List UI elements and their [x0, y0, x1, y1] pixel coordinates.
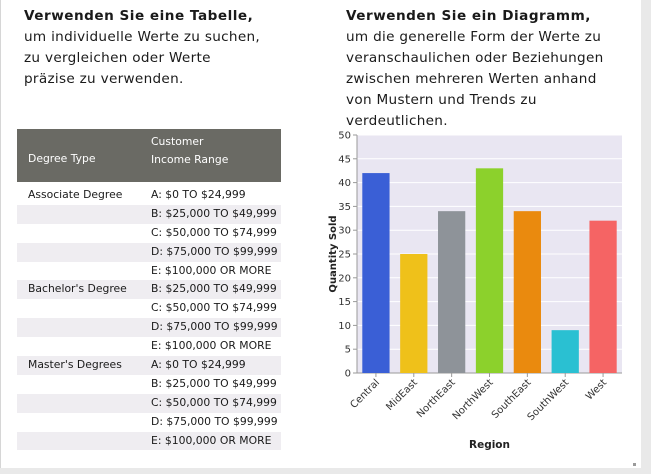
table-explanation: Verwenden Sie eine Tabelle, um individue… [24, 6, 314, 90]
income-range-cell: E: $100,000 OR MORE [151, 263, 272, 277]
y-tick-label: 0 [345, 369, 351, 380]
table-explanation-line: um individuelle Werte zu suchen, [24, 29, 261, 45]
y-tick-label: 30 [338, 226, 351, 237]
y-tick-label: 25 [338, 250, 351, 261]
table-explanation-line: zu vergleichen oder Werte [24, 50, 211, 66]
chart-explanation-line: zwischen mehreren Werten anhand [346, 71, 597, 87]
table-header: Degree Type Customer Income Range [17, 129, 281, 182]
income-range-cell: D: $75,000 TO $99,999 [151, 244, 278, 258]
table-row: E: $100,000 OR MORE [17, 337, 281, 356]
income-range-cell: C: $50,000 TO $74,999 [151, 395, 277, 409]
table-row: E: $100,000 OR MORE [17, 262, 281, 281]
x-tick-label: MidEast [384, 377, 420, 413]
chart-explanation: Verwenden Sie ein Diagramm, um die gener… [346, 6, 641, 132]
chart-explanation-line: von Mustern und Trends zu verdeutlichen. [346, 92, 537, 129]
income-range-cell: C: $50,000 TO $74,999 [151, 301, 277, 315]
income-range-cell: D: $75,000 TO $99,999 [151, 414, 278, 428]
table-row: Associate Degree A: $0 TO $24,999 [17, 186, 281, 205]
income-range-cell: D: $75,000 TO $99,999 [151, 320, 278, 334]
bar-west [589, 220, 617, 373]
y-tick-label: 35 [338, 202, 351, 213]
column-header-income-line2: Income Range [151, 153, 229, 166]
income-range-cell: E: $100,000 OR MORE [151, 339, 272, 353]
bar-southwest [551, 330, 579, 373]
x-tick-label: NorthWest [451, 377, 496, 422]
income-range-cell: C: $50,000 TO $74,999 [151, 225, 277, 239]
income-range-cell: A: $0 TO $24,999 [151, 188, 246, 201]
column-header-income-line1: Customer [151, 135, 204, 148]
chart-explanation-line: um die generelle Form der Werte zu [346, 29, 602, 45]
bar-northwest [475, 168, 504, 373]
column-header-degree-type: Degree Type [28, 152, 96, 165]
income-range-cell: B: $25,000 TO $49,999 [151, 282, 277, 296]
income-range-cell: B: $25,000 TO $49,999 [151, 206, 277, 220]
y-tick-label: 45 [338, 154, 351, 165]
y-tick-label: 5 [345, 345, 351, 356]
table-row: C: $50,000 TO $74,999 [17, 224, 281, 243]
degree-type-cell: Bachelor's Degree [28, 282, 127, 296]
chart-explanation-line: veranschaulichen oder Beziehungen [346, 50, 604, 66]
table-row: E: $100,000 OR MORE [17, 431, 281, 451]
bar-southeast [513, 211, 541, 373]
income-range-table: Degree Type Customer Income Range Associ… [17, 129, 281, 451]
x-tick-label: Central [349, 377, 383, 411]
table-row: C: $50,000 TO $74,999 [17, 299, 281, 318]
x-tick-label: West [584, 377, 609, 402]
frame-left-border [0, 0, 1, 474]
y-axis-title: Quantity Sold [328, 215, 339, 292]
table-row: B: $25,000 TO $49,999 [17, 375, 281, 394]
x-axis-title: Region [469, 439, 510, 451]
income-range-cell: A: $0 TO $24,999 [151, 358, 246, 372]
y-tick-label: 50 [338, 131, 351, 142]
degree-type-cell: Associate Degree [28, 188, 123, 201]
table-row: D: $75,000 TO $99,999 [17, 242, 281, 262]
table-row: B: $25,000 TO $49,999 [17, 204, 281, 224]
degree-type-cell: Master's Degrees [28, 358, 122, 372]
bar-mideast [400, 254, 428, 373]
y-tick-label: 15 [338, 297, 351, 308]
bar-northeast [438, 211, 466, 373]
table-row: Master's Degrees A: $0 TO $24,999 [17, 356, 281, 375]
frame-right-border [641, 0, 651, 474]
y-tick-label: 10 [338, 321, 351, 332]
income-range-cell: B: $25,000 TO $49,999 [151, 376, 277, 390]
y-tick-label: 40 [338, 178, 351, 189]
table-row: C: $50,000 TO $74,999 [17, 393, 281, 413]
bar-central [362, 173, 390, 373]
y-tick-label: 20 [338, 273, 351, 284]
frame-bottom-border [0, 468, 651, 474]
table-row: Bachelor's Degree B: $25,000 TO $49,999 [17, 280, 281, 300]
table-body: Associate Degree A: $0 TO $24,999 B: $25,0… [17, 186, 281, 451]
table-explanation-title: Verwenden Sie eine Tabelle, [24, 8, 254, 24]
table-row: D: $75,000 TO $99,999 [17, 318, 281, 338]
table-explanation-line: präzise zu verwenden. [24, 71, 184, 87]
chart-explanation-title: Verwenden Sie ein Diagramm, [346, 8, 591, 24]
resize-grip-icon[interactable] [633, 463, 636, 466]
income-range-cell: E: $100,000 OR MORE [151, 433, 272, 447]
table-row: D: $75,000 TO $99,999 [17, 413, 281, 432]
